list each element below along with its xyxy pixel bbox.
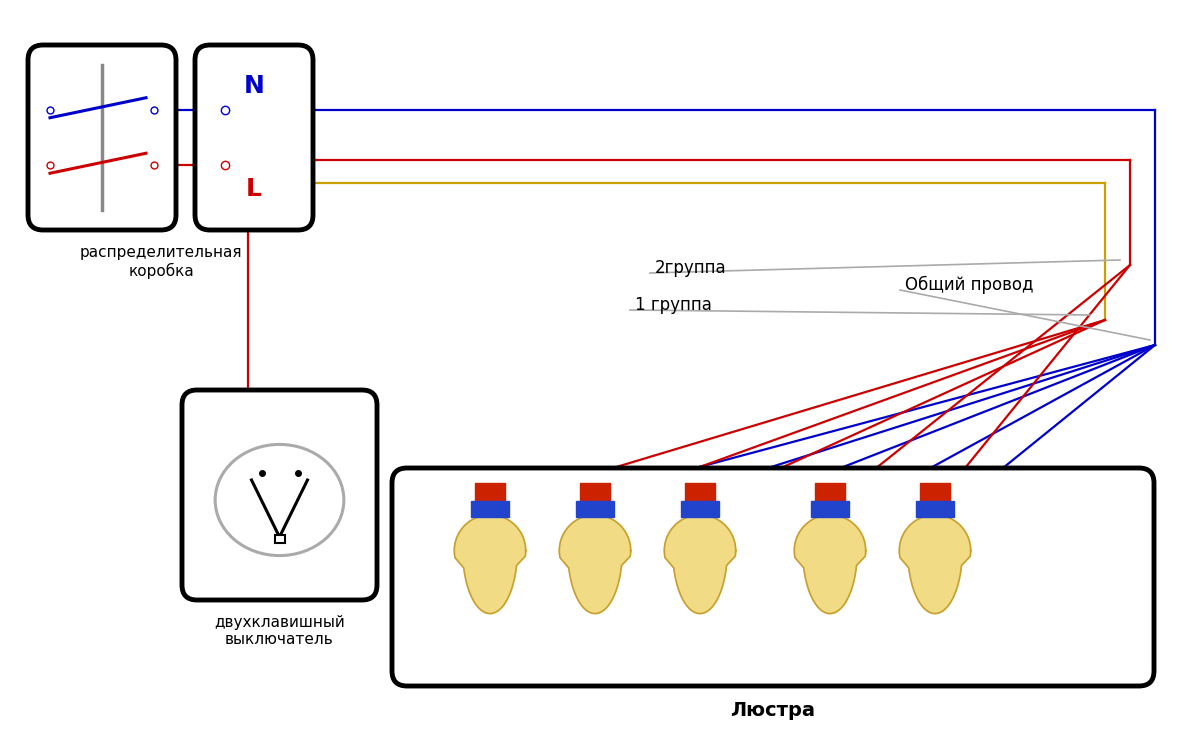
Text: 2группа: 2группа (655, 259, 727, 277)
FancyBboxPatch shape (182, 390, 377, 600)
Text: N: N (244, 74, 264, 97)
Text: Общий провод: Общий провод (905, 276, 1033, 294)
Bar (576, 501, 614, 517)
Polygon shape (559, 515, 631, 614)
Bar (470, 501, 509, 517)
Text: 1 группа: 1 группа (635, 296, 712, 314)
Polygon shape (665, 515, 736, 614)
Bar (682, 501, 719, 517)
FancyBboxPatch shape (28, 45, 176, 230)
Polygon shape (794, 515, 865, 614)
FancyBboxPatch shape (194, 45, 313, 230)
Text: двухклавишный
выключатель: двухклавишный выключатель (214, 615, 344, 647)
Bar (811, 501, 850, 517)
Bar (920, 483, 950, 501)
FancyBboxPatch shape (392, 468, 1154, 686)
Bar (685, 483, 715, 501)
Bar (475, 483, 505, 501)
Bar (916, 501, 954, 517)
Text: распределительная
коробка: распределительная коробка (79, 245, 242, 279)
Polygon shape (455, 515, 526, 614)
Bar (815, 483, 845, 501)
Bar (275, 535, 284, 543)
Text: L: L (246, 177, 262, 202)
Bar (580, 483, 610, 501)
Polygon shape (899, 515, 971, 614)
Text: Люстра: Люстра (731, 701, 816, 720)
